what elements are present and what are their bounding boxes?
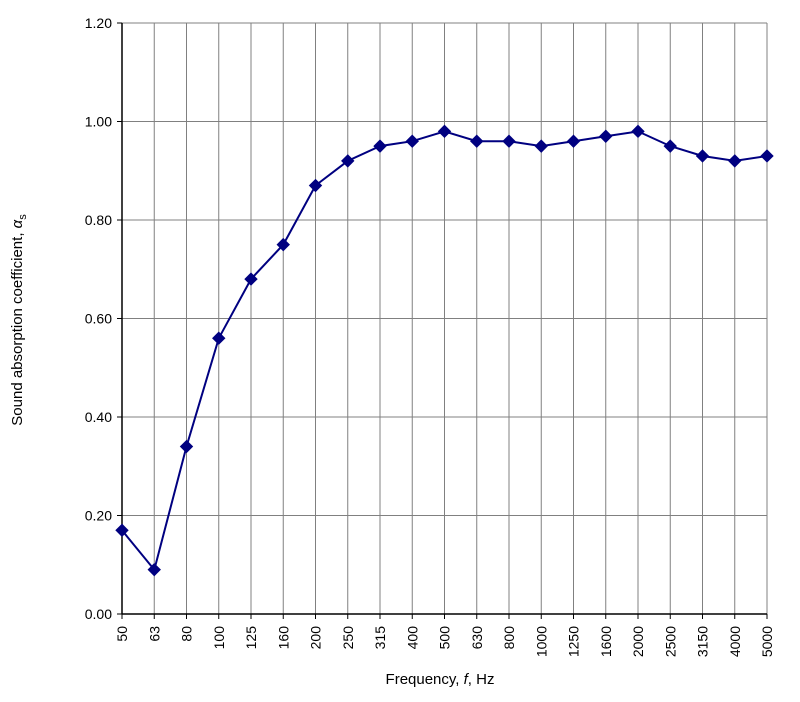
y-tick-label: 1.20 [85, 15, 112, 31]
data-point [308, 178, 323, 193]
x-tick-label: 80 [179, 626, 195, 642]
data-point [663, 139, 677, 153]
y-tick-label: 0.60 [85, 311, 112, 327]
x-tick-label: 200 [308, 626, 324, 650]
data-point [115, 523, 129, 537]
x-tick-label: 5000 [759, 626, 775, 657]
x-tick-label: 1000 [533, 626, 549, 657]
x-tick-label: 500 [437, 626, 453, 650]
x-tick-labels: 50 63 80 100 125 160 200 250 315 400 500 630 800 1000… [114, 626, 775, 657]
x-tick-label: 100 [211, 626, 227, 650]
data-point [728, 154, 742, 168]
y-axis-label: Sound absorption coefficient, αs [9, 214, 29, 426]
data-point [695, 149, 710, 163]
y-tick-label: 0.00 [85, 606, 112, 622]
x-tick-label: 1600 [598, 626, 614, 657]
x-tick-label: 4000 [727, 626, 743, 657]
data-point [405, 134, 419, 148]
x-tick-label: 2500 [662, 626, 678, 657]
data-point [276, 237, 290, 252]
data-point [534, 139, 548, 153]
x-tick-label: 160 [275, 626, 291, 650]
x-tick-label: 2000 [630, 626, 646, 657]
data-point [212, 331, 226, 345]
data-series [115, 124, 774, 577]
y-tick-labels: 0.00 0.20 0.40 0.60 0.80 1.00 1.20 [85, 15, 112, 622]
data-point [502, 134, 516, 148]
x-tick-label: 125 [243, 626, 259, 650]
x-tick-label: 3150 [695, 626, 711, 657]
data-point [470, 134, 484, 148]
x-tick-label: 400 [404, 626, 420, 650]
y-tick-label: 0.80 [85, 212, 112, 228]
data-point [147, 562, 161, 577]
y-tick-label: 1.00 [85, 114, 112, 130]
x-tick-label: 315 [372, 626, 388, 650]
data-point [244, 272, 258, 286]
y-tick-label: 0.40 [85, 409, 112, 425]
y-tick-label: 0.20 [85, 508, 112, 524]
x-tick-label: 63 [146, 626, 162, 642]
x-tick-label: 630 [469, 626, 485, 650]
data-point [631, 124, 645, 139]
x-tick-label: 800 [501, 626, 517, 650]
x-axis-label: Frequency, f, Hz [386, 671, 495, 688]
x-tick-label: 50 [114, 626, 130, 642]
data-point [566, 134, 581, 148]
grid [121, 22, 768, 615]
data-point [373, 139, 387, 153]
data-point [599, 129, 613, 143]
axes [117, 22, 768, 619]
x-tick-label: 1250 [566, 626, 582, 657]
x-tick-label: 250 [340, 626, 356, 650]
data-point [760, 149, 774, 163]
data-point [341, 154, 355, 168]
data-point [179, 439, 194, 454]
data-point [437, 124, 452, 139]
